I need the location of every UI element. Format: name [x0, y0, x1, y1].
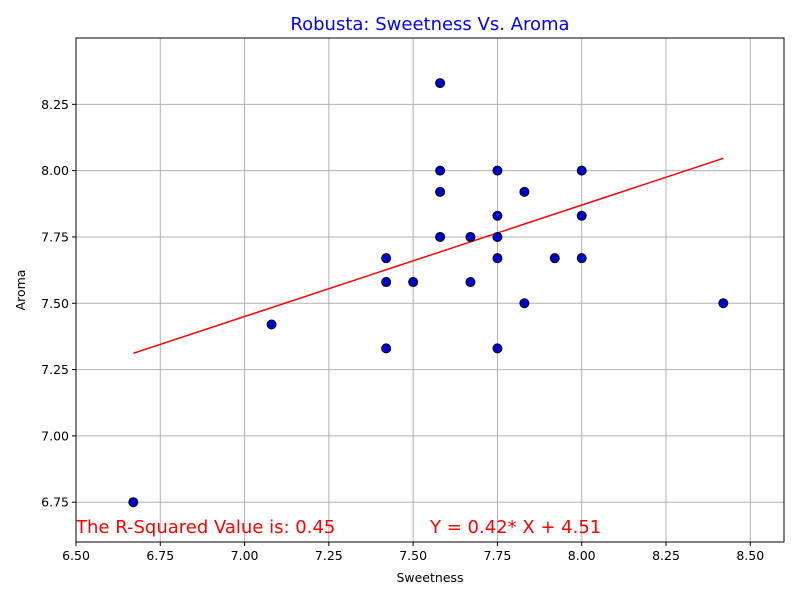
y-tick-label: 7.75: [41, 229, 69, 244]
y-tick-label: 8.25: [41, 97, 69, 112]
x-tick-label: 8.25: [652, 548, 680, 563]
data-point: [408, 277, 419, 288]
data-point: [549, 253, 560, 264]
y-tick-label: 7.00: [41, 428, 69, 443]
x-tick-label: 8.00: [568, 548, 596, 563]
data-point: [576, 253, 587, 264]
grid: [75, 38, 784, 542]
data-point: [435, 78, 446, 89]
data-point: [381, 343, 392, 354]
x-tick-label: 7.00: [231, 548, 259, 563]
data-point: [465, 231, 476, 242]
data-point: [492, 231, 503, 242]
regression-line: [133, 157, 724, 355]
x-tick-label: 8.50: [736, 548, 764, 563]
data-point: [381, 277, 392, 288]
data-point: [128, 497, 139, 508]
x-axis-ticks: 6.50 6.75 7.00 7.25 7.50 7.75 8.00 8.25 8.50: [62, 542, 764, 563]
data-point: [435, 165, 446, 176]
data-point: [492, 210, 503, 221]
y-axis-label: Aroma: [13, 270, 28, 311]
y-tick-label: 6.75: [41, 495, 69, 510]
x-tick-label: 7.25: [315, 548, 343, 563]
y-tick-label: 8.00: [41, 163, 69, 178]
plot-frame: [75, 37, 785, 543]
data-point: [718, 298, 729, 309]
equation-annotation: Y = 0.42* X + 4.51: [429, 517, 601, 538]
regression-line-layer: [133, 157, 724, 355]
data-point: [492, 343, 503, 354]
y-axis-ticks: 6.75 7.00 7.25 7.50 7.75 8.00 8.25: [41, 97, 76, 510]
x-tick-label: 7.50: [399, 548, 427, 563]
data-point: [435, 186, 446, 197]
x-tick-label: 7.75: [484, 548, 512, 563]
data-point: [576, 210, 587, 221]
data-point: [465, 277, 476, 288]
x-axis-label: Sweetness: [396, 570, 463, 585]
y-tick-label: 7.25: [41, 362, 69, 377]
data-point: [492, 165, 503, 176]
chart-title: Robusta: Sweetness Vs. Aroma: [290, 14, 569, 35]
y-tick-label: 7.50: [41, 296, 69, 311]
x-tick-label: 6.75: [146, 548, 174, 563]
data-point: [266, 319, 277, 330]
scatter-points: [128, 78, 729, 508]
r-squared-annotation: The R-Squared Value is: 0.45: [75, 517, 335, 538]
data-point: [492, 253, 503, 264]
data-point: [381, 253, 392, 264]
data-point: [519, 298, 530, 309]
x-tick-label: 6.50: [62, 548, 90, 563]
data-point: [519, 186, 530, 197]
data-point: [576, 165, 587, 176]
data-point: [435, 231, 446, 242]
